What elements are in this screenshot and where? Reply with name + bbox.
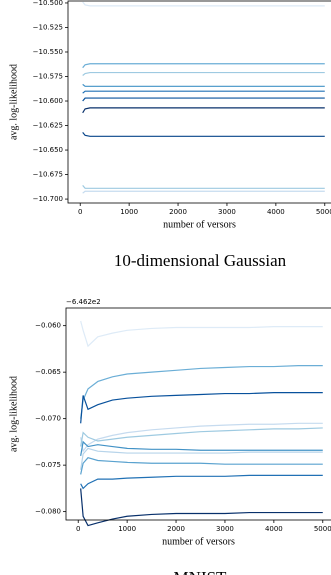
y-tick-label: −10.625 [33, 122, 63, 130]
line [82, 83, 325, 87]
line [82, 90, 325, 94]
y-tick-label: −10.550 [33, 48, 63, 56]
line [82, 71, 325, 76]
y-tick-label: −0.060 [35, 322, 61, 330]
y-tick-label: −10.525 [33, 23, 63, 31]
line [80, 422, 323, 453]
line [82, 132, 325, 137]
x-tick-label: 0 [76, 525, 80, 533]
line [80, 447, 323, 470]
x-tick-label: 1000 [118, 525, 136, 533]
axes-frame [67, 0, 331, 204]
line [82, 184, 325, 189]
y-tick-label: −10.600 [33, 97, 63, 105]
x-tick-label: 4000 [267, 208, 285, 216]
line [82, 97, 325, 102]
x-axis-label: number of versors [162, 536, 235, 547]
y-tick-label: −0.065 [35, 368, 61, 376]
line [80, 474, 323, 490]
line [82, 1, 325, 7]
y-axis-label: avg. log-likelihood [8, 376, 19, 452]
line [80, 440, 323, 456]
x-axis-label: number of versors [163, 219, 236, 230]
line [82, 190, 325, 194]
x-tick-label: 5000 [314, 525, 331, 533]
x-tick-label: 3000 [216, 525, 234, 533]
x-tick-label: 4000 [265, 525, 283, 533]
caption: MNIST [174, 568, 228, 575]
x-tick-label: 1000 [120, 208, 138, 216]
y-tick-label: −10.650 [33, 146, 63, 154]
y-tick-label: −10.500 [33, 0, 63, 7]
x-tick-label: 2000 [167, 525, 185, 533]
y-offset: −6.462e2 [66, 298, 101, 306]
y-axis-label: avg. log-likelihood [8, 64, 19, 140]
y-tick-label: −10.700 [33, 195, 63, 203]
y-tick-label: −0.070 [35, 415, 61, 423]
x-tick-label: 2000 [169, 208, 187, 216]
x-tick-label: 5000 [316, 208, 331, 216]
line [80, 488, 323, 527]
x-tick-label: 0 [78, 208, 82, 216]
caption: 10-dimensional Gaussian [114, 251, 287, 270]
y-tick-label: −10.675 [33, 171, 63, 179]
line [80, 427, 323, 447]
y-tick-label: −0.080 [35, 508, 61, 516]
line [80, 320, 323, 348]
line [80, 365, 323, 419]
line [82, 107, 325, 114]
y-tick-label: −10.575 [33, 73, 63, 81]
line [82, 63, 325, 69]
axes-frame [65, 307, 331, 521]
y-tick-label: −0.075 [35, 461, 61, 469]
line [80, 392, 323, 424]
line [80, 457, 323, 475]
x-tick-label: 3000 [218, 208, 236, 216]
